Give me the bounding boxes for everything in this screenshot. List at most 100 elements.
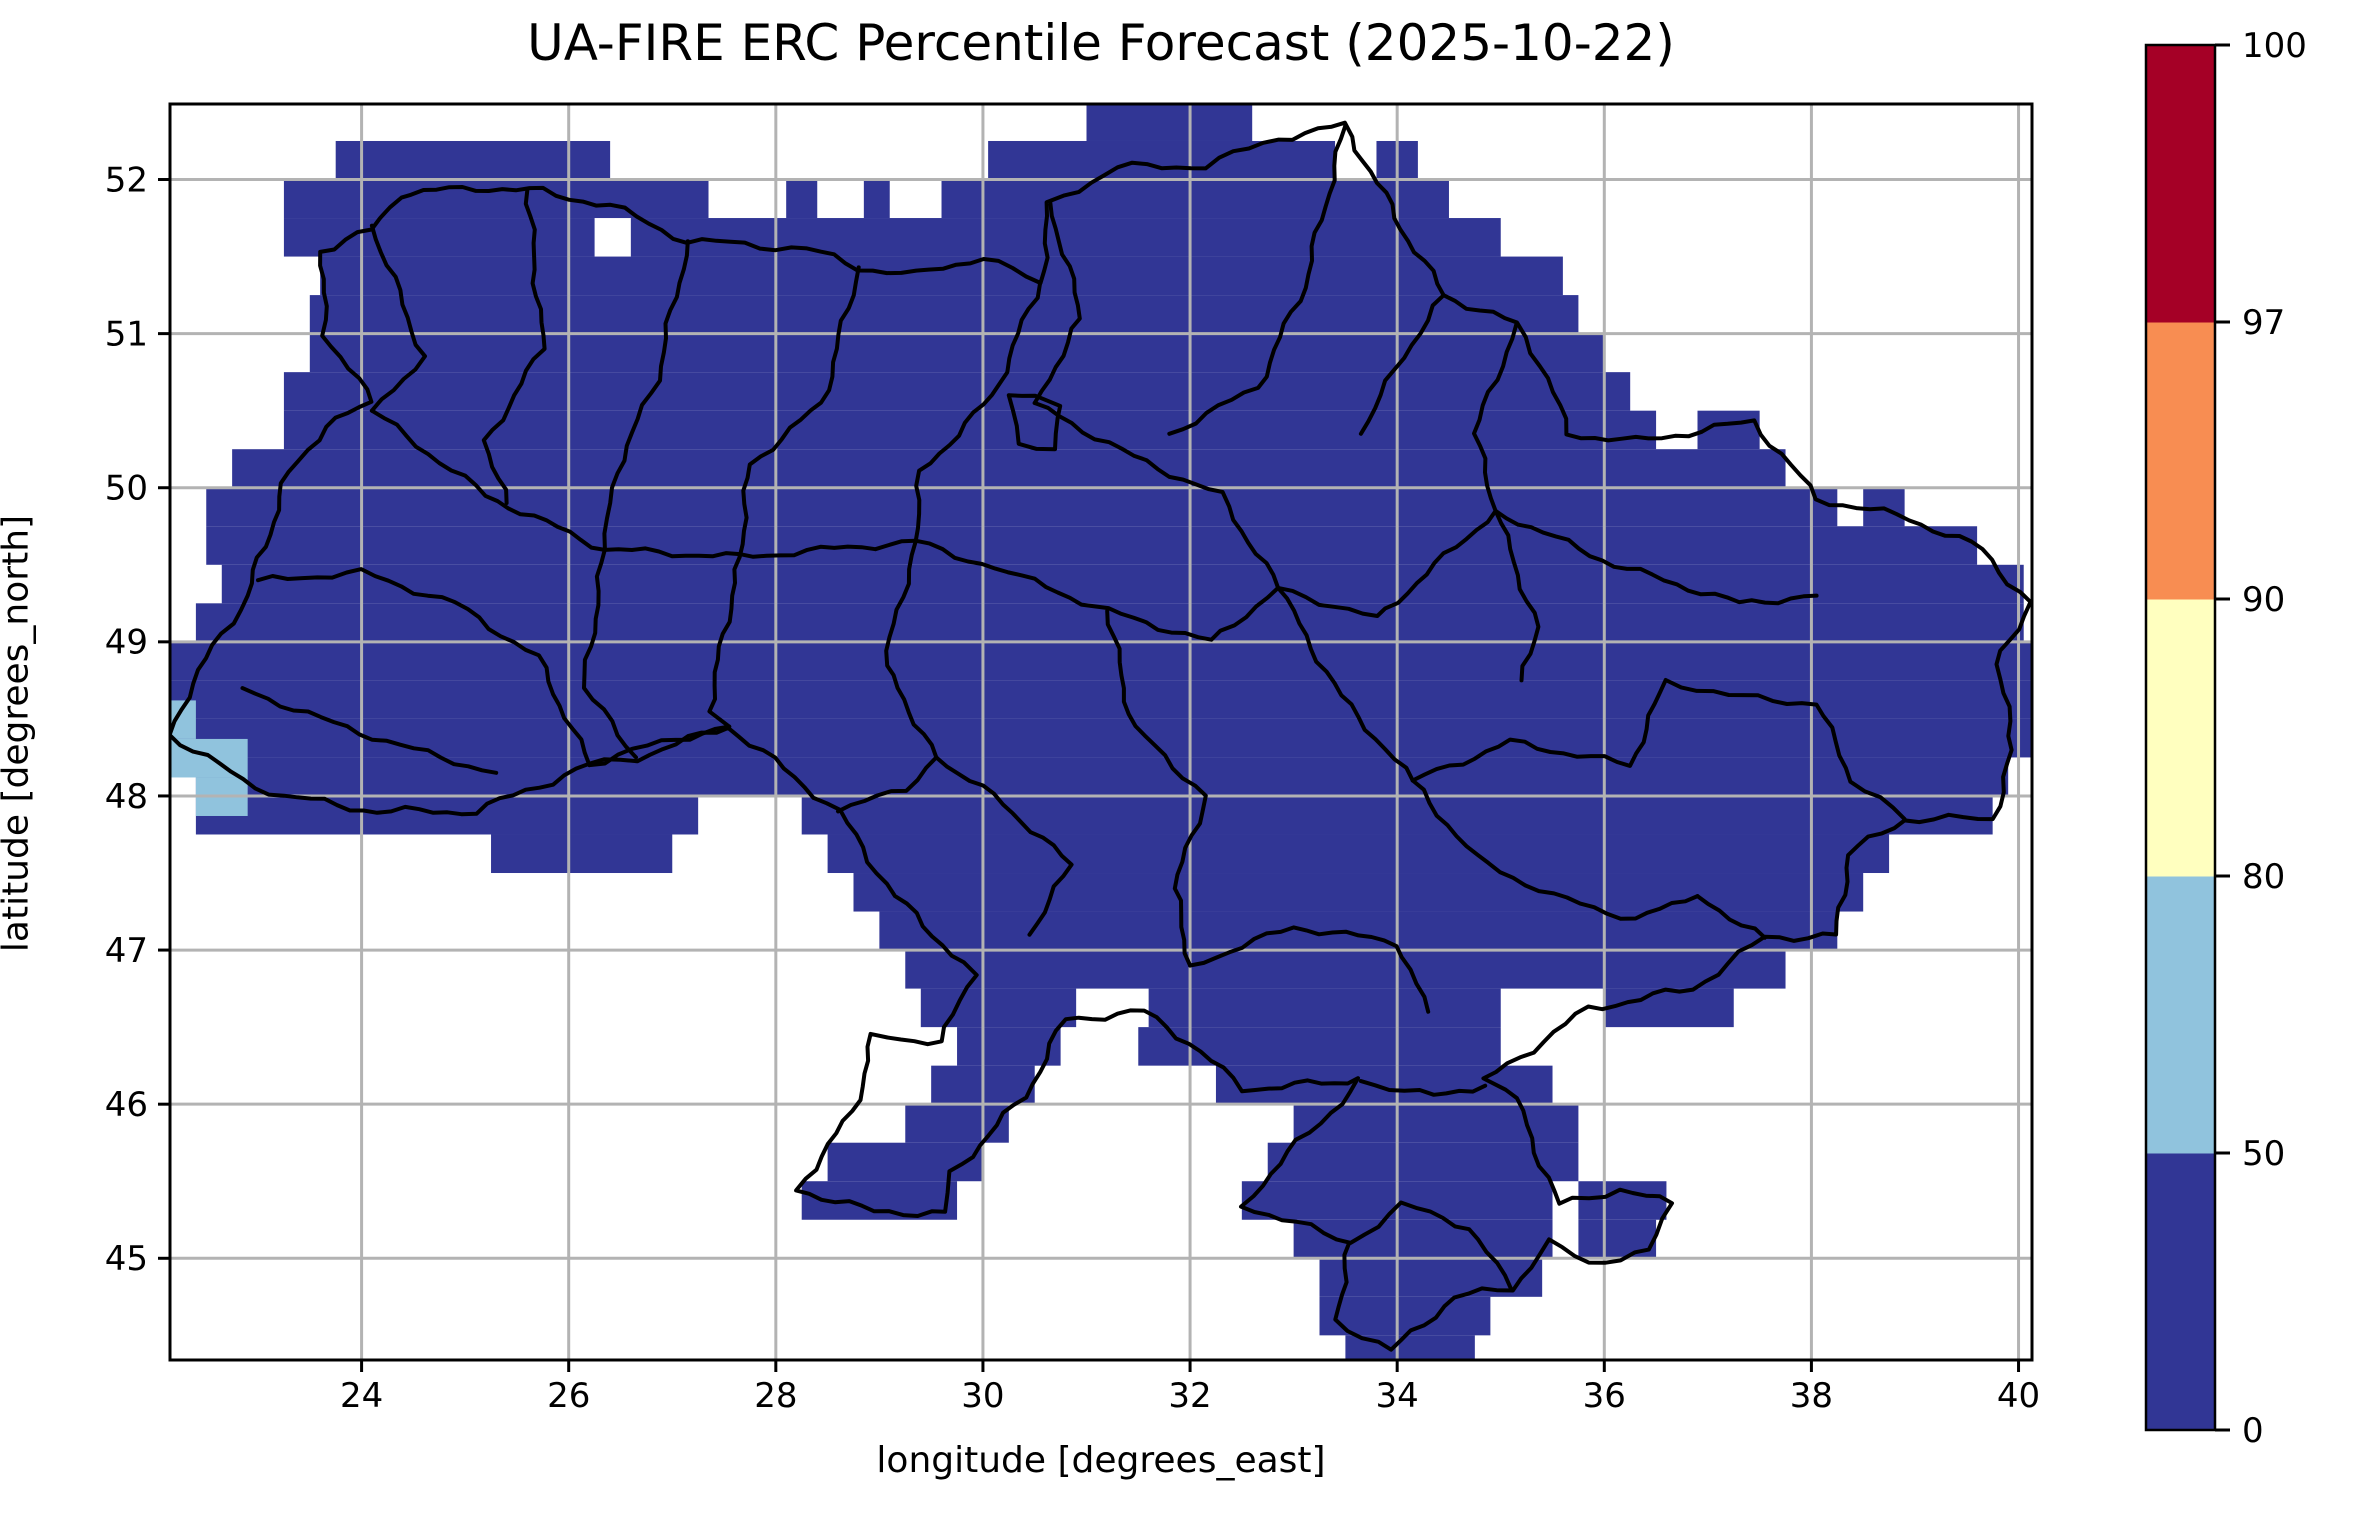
oblast-boundary (1358, 1079, 1488, 1097)
map-cell (1604, 988, 1734, 1028)
oblast-boundary (602, 239, 690, 552)
x-axis-ticks: 24 26 28 30 32 34 36 38 40 (340, 1360, 2040, 1416)
colorbar-tick-label: 80 (2242, 857, 2285, 897)
y-tick-label: 48 (105, 777, 148, 817)
colorbar-segment (2146, 599, 2215, 877)
oblast-boundary (1006, 393, 1063, 452)
map-cell (1267, 1142, 1579, 1182)
map-cell (957, 1027, 1061, 1066)
oblast-boundary (369, 408, 1011, 575)
oblast-boundary (836, 755, 939, 814)
map-cell (827, 834, 1890, 874)
colorbar-tick-label: 97 (2242, 303, 2285, 343)
oblast-boundary (934, 755, 1074, 937)
y-tick-label: 51 (105, 315, 148, 355)
y-tick-label: 50 (105, 469, 148, 509)
oblast-boundary (256, 567, 592, 768)
oblast-boundary (1410, 778, 1700, 921)
map-cell (491, 834, 673, 874)
map-cell (1086, 104, 1253, 141)
y-tick-label: 46 (105, 1085, 148, 1125)
colorbar-tick-label: 0 (2242, 1411, 2264, 1451)
map-cell (309, 333, 1605, 373)
y-tick-label: 49 (105, 623, 148, 663)
map-cell (920, 988, 1077, 1028)
colorbar-segment (2146, 45, 2215, 323)
oblast-boundary (1348, 1200, 1514, 1292)
map-cell (905, 1104, 1009, 1143)
oblast-boundary (1410, 678, 1907, 822)
oblast-boundary (582, 547, 638, 760)
map-cell (988, 140, 1336, 180)
map-cell (1578, 1219, 1657, 1259)
oblast-boundary (1276, 585, 1415, 783)
y-axis-ticks: 45 46 47 48 49 50 51 52 (105, 160, 170, 1279)
map-cell (905, 950, 1786, 989)
oblast-boundary (369, 223, 427, 413)
map-cell (170, 680, 2032, 719)
oblast-boundary (1358, 293, 1446, 436)
oblast-boundary (1276, 508, 1498, 618)
map-cell (195, 757, 2009, 796)
x-tick-label: 38 (1790, 1376, 1833, 1416)
map-cell (206, 526, 1978, 565)
map-cell (221, 564, 2024, 604)
oblast-boundary (1006, 570, 1281, 642)
map-cell (170, 641, 2032, 681)
colorbar-tick-label: 90 (2242, 580, 2285, 620)
map-cell (283, 179, 709, 219)
colorbar-tick-label: 50 (2242, 1134, 2285, 1174)
oblast-boundary (587, 724, 732, 768)
map-cell (335, 140, 611, 180)
oblast-boundary (1105, 609, 1208, 968)
map-cell (1138, 1027, 1501, 1066)
map-cell (206, 487, 1838, 527)
map-cell (1215, 1065, 1553, 1105)
map-cell (786, 179, 818, 219)
x-tick-label: 40 (1997, 1376, 2040, 1416)
y-tick-label: 47 (105, 931, 148, 971)
colorbar-border (2144, 43, 2217, 1432)
chart-title: UA-FIRE ERC Percentile Forecast (2025-10… (527, 14, 1675, 72)
oblast-boundary (481, 188, 547, 506)
map-fill (170, 104, 2032, 1360)
x-tick-label: 36 (1583, 1376, 1626, 1416)
national-boundary (170, 120, 2032, 1352)
x-axis-label: longitude [degrees_east] (876, 1440, 1326, 1481)
map-cell (232, 449, 1786, 488)
oblast-boundary (707, 555, 742, 729)
x-tick-label: 24 (340, 1376, 383, 1416)
x-tick-label: 26 (547, 1376, 590, 1416)
oblast-boundary (1167, 123, 1348, 436)
map-cell (1148, 988, 1501, 1028)
oblast-boundary (1032, 401, 1281, 590)
map-cell (195, 795, 699, 835)
oblast-boundary (1695, 894, 1767, 940)
colorbar-segment (2146, 876, 2215, 1154)
map-cell (283, 372, 1631, 411)
oblast-boundary (1472, 322, 1519, 513)
oblast-boundary (1493, 508, 1819, 606)
map-cell (309, 295, 1579, 334)
oblast-boundary (1188, 925, 1431, 1014)
map-cell (1578, 1181, 1667, 1220)
oblast-boundary (884, 539, 939, 760)
x-tick-label: 32 (1168, 1376, 1211, 1416)
y-axis-label: latitude [degrees_north] (0, 514, 37, 953)
oblast-boundary (1032, 200, 1082, 405)
map-cell (630, 218, 1501, 257)
map-cell (941, 179, 1449, 219)
colorbar-segment (2146, 1153, 2215, 1431)
plot-border (168, 102, 2034, 1362)
oblast-boundary (240, 686, 499, 775)
y-tick-label: 52 (105, 160, 148, 200)
x-tick-label: 28 (754, 1376, 797, 1416)
map-cell (879, 911, 1838, 951)
map-cell (827, 1142, 983, 1182)
oblast-boundary (913, 282, 1042, 544)
x-tick-label: 34 (1376, 1376, 1419, 1416)
map-cell (853, 873, 1864, 912)
colorbar-tick-label: 100 (2242, 26, 2307, 66)
